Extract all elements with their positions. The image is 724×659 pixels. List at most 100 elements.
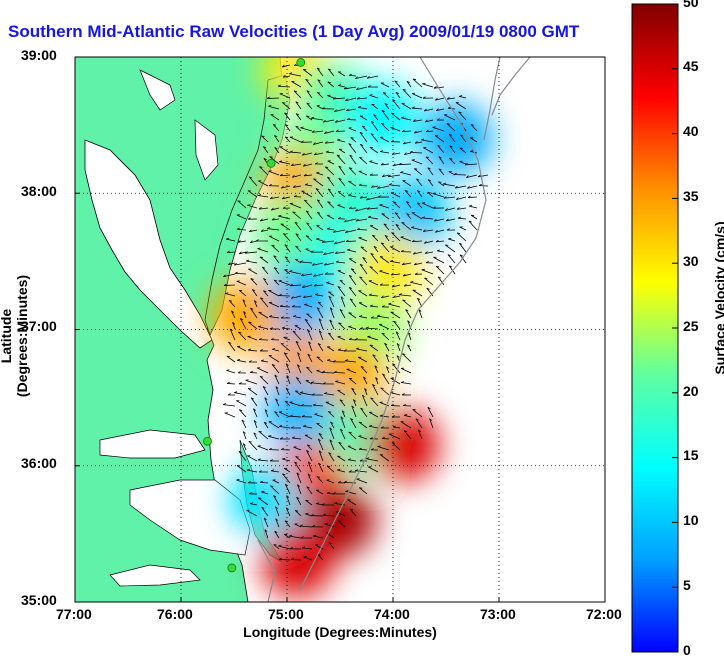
vector-shaft <box>316 503 324 506</box>
vector-shaft <box>284 256 291 264</box>
vector-shaft <box>326 492 335 495</box>
vector-head <box>375 377 379 380</box>
vector-shaft <box>470 151 478 154</box>
y-tick-label: 39:00 <box>21 47 57 63</box>
vector-head <box>311 393 315 396</box>
vector-shaft <box>260 218 269 222</box>
vector-shaft <box>305 235 313 242</box>
vector-shaft <box>368 280 379 286</box>
vector-shaft <box>358 237 368 242</box>
vector-head <box>456 207 460 210</box>
vector-shaft <box>381 213 390 220</box>
vector-head <box>247 481 251 484</box>
vector-shaft <box>339 428 346 440</box>
vector-shaft <box>348 167 357 176</box>
vector-head <box>304 199 308 202</box>
vector-shaft <box>316 422 324 429</box>
vector-head <box>295 245 299 248</box>
vector-head <box>335 260 339 263</box>
colorbar-tick-label: 25 <box>683 318 699 334</box>
vector-shaft <box>248 176 258 187</box>
vector-shaft <box>432 126 445 132</box>
vector-head <box>252 289 256 292</box>
vector-head <box>257 458 261 461</box>
vector-head <box>365 326 369 329</box>
vector-head <box>247 217 251 220</box>
vector-head <box>272 348 276 350</box>
vector-head <box>335 380 339 382</box>
vector-head <box>338 322 342 324</box>
vector-head <box>433 86 437 89</box>
vector-shaft <box>380 387 390 396</box>
vector-shaft <box>370 253 379 264</box>
vector-shaft <box>379 402 390 407</box>
vector-head <box>275 386 279 389</box>
vector-head <box>438 156 442 159</box>
vector-shaft <box>358 356 368 363</box>
vector-shaft <box>322 240 335 243</box>
vector-shaft <box>455 102 467 110</box>
vector-shaft <box>263 517 269 528</box>
vector-head <box>468 220 472 223</box>
vector-shaft <box>412 409 423 418</box>
vector-head <box>400 249 404 252</box>
vector-head <box>343 480 347 483</box>
vector-head <box>405 309 409 312</box>
vector-shaft <box>369 266 379 275</box>
vector-shaft <box>283 337 291 341</box>
vector-head <box>358 183 362 186</box>
vector-shaft <box>302 152 313 156</box>
vector-shaft <box>237 359 247 363</box>
vector-head <box>295 456 299 458</box>
vector-shaft <box>316 370 324 374</box>
vector-shaft <box>291 163 302 167</box>
vector-head <box>238 382 242 385</box>
vector-head <box>272 123 276 126</box>
vector-shaft <box>271 244 280 253</box>
vector-shaft <box>315 489 324 495</box>
vector-head <box>340 416 344 420</box>
vector-shaft <box>358 435 368 440</box>
vector-shaft <box>358 106 368 110</box>
vector-shaft <box>375 377 379 385</box>
vector-head <box>349 377 353 380</box>
vector-shaft <box>273 495 280 506</box>
vector-head <box>354 337 358 341</box>
vector-shaft <box>327 201 335 209</box>
vector-shaft <box>398 163 412 166</box>
vector-head <box>372 384 376 387</box>
station-marker <box>266 158 276 168</box>
vector-shaft <box>478 174 489 178</box>
vector-shaft <box>284 269 291 275</box>
vector-shaft <box>337 191 346 198</box>
vector-head <box>351 387 355 391</box>
vector-shaft <box>456 232 467 242</box>
vector-head <box>281 64 285 68</box>
vector-head <box>459 242 463 245</box>
vector-head <box>417 202 421 205</box>
vector-head <box>372 234 376 237</box>
vector-head <box>299 260 303 263</box>
vector-head <box>370 120 374 123</box>
colorbar-tick-label: 40 <box>683 123 699 139</box>
vector-shaft <box>358 302 368 308</box>
river-inlet-1 <box>139 69 176 111</box>
vector-shaft <box>278 280 291 286</box>
vector-shaft <box>367 75 379 79</box>
vector-head <box>280 185 284 189</box>
vector-head <box>362 257 366 260</box>
vector-head <box>386 366 389 369</box>
vector-shaft <box>467 185 478 189</box>
colorbar <box>631 3 679 653</box>
vector-shaft <box>416 178 423 187</box>
vector-shaft <box>250 503 258 506</box>
vector-shaft <box>295 245 302 253</box>
vector-head <box>294 221 298 224</box>
vector-head <box>318 318 322 321</box>
vector-head <box>457 216 461 219</box>
vector-head <box>445 208 448 211</box>
vector-shaft <box>380 415 390 418</box>
vector-head <box>293 90 298 93</box>
vector-head <box>274 374 278 378</box>
vector-shaft <box>282 196 291 200</box>
